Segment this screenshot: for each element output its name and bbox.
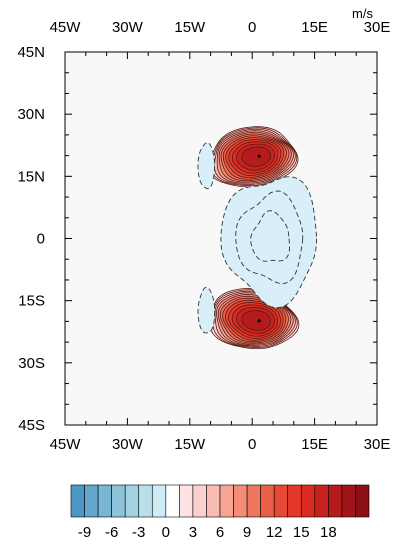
y-tick-label: 45S <box>18 417 45 434</box>
x-tick-label-bottom: 30E <box>364 436 391 453</box>
colorbar-box-20 <box>342 485 356 517</box>
colorbar-tick-label: 6 <box>216 524 224 541</box>
colorbar-box-17 <box>301 485 315 517</box>
x-tick-label-bottom: 30W <box>112 436 144 453</box>
colorbar-tick-label: 18 <box>320 524 337 541</box>
colorbar-tick-label: -3 <box>132 524 145 541</box>
colorbar-tick-label: -6 <box>105 524 118 541</box>
y-tick-label: 0 <box>37 231 45 248</box>
x-tick-label-top: 15E <box>301 19 328 36</box>
colorbar-box-9 <box>193 485 207 517</box>
colorbar-box-18 <box>315 485 329 517</box>
colorbar-box-3 <box>112 485 126 517</box>
x-tick-label-top: 30E <box>364 19 391 36</box>
colorbar-tick-label: 9 <box>243 524 251 541</box>
x-tick-label-top: 45W <box>50 19 82 36</box>
colorbar-tick-label: 3 <box>189 524 197 541</box>
x-tick-label-bottom: 0 <box>248 436 256 453</box>
y-tick-label: 30S <box>18 355 45 372</box>
max-marker-south <box>258 319 261 322</box>
colorbar-box-2 <box>98 485 112 517</box>
colorbar-box-16 <box>288 485 302 517</box>
colorbar-box-14 <box>261 485 275 517</box>
colorbar-tick-label: -9 <box>78 524 91 541</box>
colorbar-box-12 <box>234 485 248 517</box>
y-tick-label: 15S <box>18 293 45 310</box>
colorbar-tick-label: 15 <box>293 524 310 541</box>
colorbar-box-13 <box>247 485 261 517</box>
x-tick-label-top: 15W <box>174 19 206 36</box>
colorbar-box-4 <box>125 485 139 517</box>
colorbar-box-19 <box>328 485 342 517</box>
x-tick-label-top: 0 <box>248 19 256 36</box>
colorbar-box-21 <box>355 485 369 517</box>
y-tick-label: 30N <box>17 106 45 123</box>
units-label: m/s <box>352 6 373 21</box>
colorbar-tick-label: 0 <box>162 524 170 541</box>
x-tick-label-bottom: 15W <box>174 436 206 453</box>
colorbar-box-6 <box>152 485 166 517</box>
y-tick-label: 15N <box>17 168 45 185</box>
y-tick-label: 45N <box>17 44 45 61</box>
x-tick-label-bottom: 15E <box>301 436 328 453</box>
colorbar-box-1 <box>85 485 99 517</box>
colorbar-box-7 <box>166 485 180 517</box>
max-marker-north <box>258 155 261 158</box>
colorbar-box-10 <box>206 485 220 517</box>
colorbar-box-5 <box>139 485 153 517</box>
colorbar-box-15 <box>274 485 288 517</box>
colorbar-box-0 <box>71 485 85 517</box>
x-tick-label-top: 30W <box>112 19 144 36</box>
x-tick-label-bottom: 45W <box>50 436 82 453</box>
colorbar-box-11 <box>220 485 234 517</box>
colorbar-box-8 <box>179 485 193 517</box>
colorbar-tick-label: 12 <box>266 524 283 541</box>
